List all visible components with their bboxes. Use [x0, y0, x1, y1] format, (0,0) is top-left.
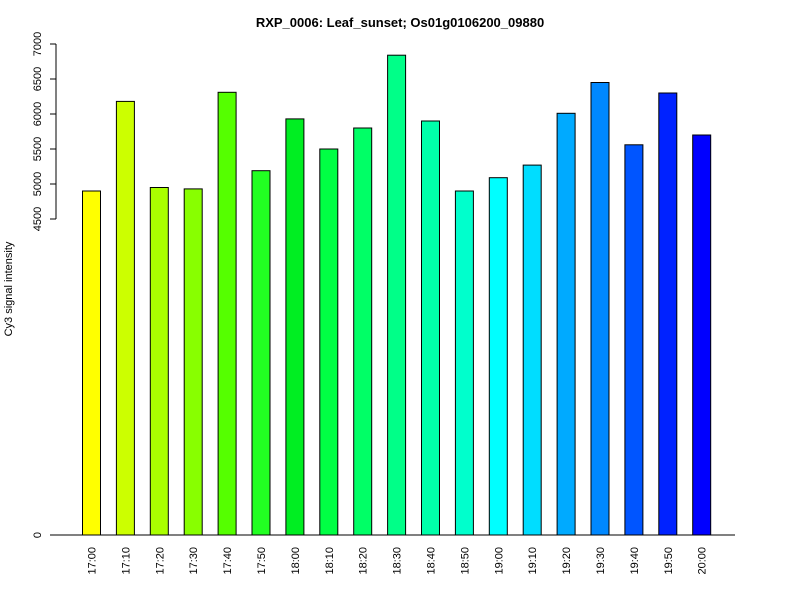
bar-2000	[692, 134, 712, 536]
bar-1820	[353, 127, 373, 536]
x-tick-label: 19:30	[595, 547, 607, 575]
bar-1910	[522, 164, 542, 536]
y-tick-label: 0	[32, 532, 44, 538]
x-tick-label: 20:00	[697, 547, 709, 575]
x-tick-label: 17:50	[256, 547, 268, 575]
chart-title: RXP_0006: Leaf_sunset; Os01g0106200_0988…	[256, 15, 544, 30]
x-tick-label: 18:00	[290, 547, 302, 575]
bar-1830	[387, 54, 407, 536]
y-tick-label: 5000	[32, 172, 44, 196]
x-tick-label: 17:40	[222, 547, 234, 575]
x-tick-label: 19:50	[663, 547, 675, 575]
bar-1720	[149, 187, 169, 536]
y-axis-label: Cy3 signal intensity	[3, 241, 15, 336]
x-tick-label: 18:50	[459, 547, 471, 575]
bar-1750	[251, 170, 271, 536]
bar-1800	[285, 118, 305, 536]
y-tick-label: 4500	[32, 207, 44, 231]
bar-1710	[115, 100, 135, 536]
bar-1700	[82, 190, 101, 536]
x-tick-label: 18:30	[392, 547, 404, 575]
bar-1740	[217, 91, 237, 536]
bar-1840	[421, 120, 440, 536]
bar-1920	[556, 112, 576, 536]
y-tick-label: 6500	[32, 67, 44, 91]
x-tick-label: 17:00	[87, 547, 99, 575]
x-tick-label: 17:10	[120, 547, 132, 575]
x-tick-label: 18:20	[358, 547, 370, 575]
bar-group	[82, 54, 712, 536]
x-tick-label: 19:20	[561, 547, 573, 575]
x-tick-label: 19:40	[629, 547, 641, 575]
y-tick-label: 7000	[32, 32, 44, 56]
y-tick-label: 5500	[32, 137, 44, 161]
x-tick-label: 18:10	[324, 547, 336, 575]
bar-1730	[183, 188, 203, 536]
bar-1900	[488, 177, 508, 536]
bar-1950	[658, 92, 678, 536]
bar-1850	[454, 190, 474, 536]
x-tick-label: 19:00	[493, 547, 505, 575]
x-tick-label: 17:30	[188, 547, 200, 575]
y-axis: 0 4500 5000 5500 6000 6500 7000	[32, 32, 57, 538]
bar-1940	[624, 144, 644, 536]
bar-1810	[319, 148, 339, 536]
x-axis: 17:00 17:10 17:20 17:30 17:40 17:50 18:00 18:10…	[56, 534, 735, 575]
y-tick-label: 6000	[32, 102, 44, 126]
x-tick-label: 18:40	[426, 547, 438, 575]
x-tick-label: 19:10	[527, 547, 539, 575]
bar-1930	[590, 82, 610, 536]
x-tick-label: 17:20	[154, 547, 166, 575]
